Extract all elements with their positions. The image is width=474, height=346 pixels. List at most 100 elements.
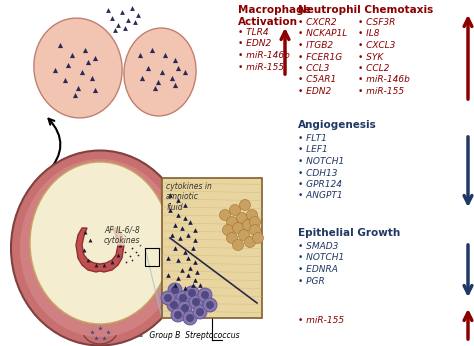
Point bbox=[112, 232, 120, 238]
Bar bbox=[145, 248, 159, 266]
Circle shape bbox=[206, 301, 214, 309]
Point bbox=[171, 57, 179, 63]
Text: AF IL-6/-8
cytokines: AF IL-6/-8 cytokines bbox=[104, 225, 140, 245]
Point bbox=[108, 259, 116, 265]
Circle shape bbox=[245, 237, 255, 247]
Text: Epithelial Growth: Epithelial Growth bbox=[298, 228, 400, 238]
Point bbox=[56, 42, 64, 48]
Circle shape bbox=[239, 200, 250, 210]
Point bbox=[171, 222, 179, 228]
Text: • PGR: • PGR bbox=[298, 276, 325, 285]
Circle shape bbox=[168, 283, 182, 297]
Point bbox=[178, 267, 186, 273]
Text: • GPR124: • GPR124 bbox=[298, 180, 342, 189]
Circle shape bbox=[227, 233, 237, 244]
Circle shape bbox=[176, 291, 190, 305]
Point bbox=[171, 82, 179, 88]
Point bbox=[74, 85, 82, 91]
Point bbox=[81, 47, 89, 53]
Text: • ANGPT1: • ANGPT1 bbox=[298, 191, 343, 200]
Point bbox=[196, 282, 204, 288]
Ellipse shape bbox=[11, 151, 189, 346]
Point bbox=[122, 259, 130, 265]
Text: • IL8: • IL8 bbox=[358, 29, 380, 38]
Point bbox=[174, 275, 182, 281]
Text: cytokines in
amniotic
fluid: cytokines in amniotic fluid bbox=[166, 182, 212, 212]
Text: • CXCR2: • CXCR2 bbox=[298, 18, 337, 27]
Text: • NCKAP1L: • NCKAP1L bbox=[298, 29, 347, 38]
Point bbox=[181, 69, 189, 75]
Circle shape bbox=[227, 217, 237, 228]
Point bbox=[118, 242, 126, 248]
Point bbox=[154, 79, 162, 85]
Point bbox=[92, 335, 100, 341]
Point bbox=[114, 237, 122, 243]
Point bbox=[131, 19, 139, 25]
Text: • FLT1: • FLT1 bbox=[298, 134, 327, 143]
Point bbox=[176, 235, 184, 241]
Point bbox=[91, 87, 99, 93]
Circle shape bbox=[249, 217, 261, 228]
Point bbox=[116, 242, 124, 248]
Text: Macrophage
Activation: Macrophage Activation bbox=[238, 5, 311, 27]
Text: • EDNRA: • EDNRA bbox=[298, 265, 338, 274]
Point bbox=[80, 247, 88, 253]
Circle shape bbox=[196, 308, 204, 316]
PathPatch shape bbox=[76, 228, 124, 272]
Text: • miR-146b: • miR-146b bbox=[238, 51, 290, 60]
Circle shape bbox=[222, 225, 234, 236]
Text: • EDN2: • EDN2 bbox=[238, 39, 271, 48]
Text: • TLR4: • TLR4 bbox=[238, 28, 269, 37]
Circle shape bbox=[171, 286, 179, 294]
Point bbox=[96, 325, 104, 331]
Point bbox=[189, 282, 197, 288]
Text: • C5AR1: • C5AR1 bbox=[298, 75, 336, 84]
Text: • CCL3: • CCL3 bbox=[298, 64, 329, 73]
Circle shape bbox=[174, 311, 182, 319]
Point bbox=[186, 265, 194, 271]
Point bbox=[128, 5, 136, 11]
Point bbox=[151, 85, 159, 91]
Ellipse shape bbox=[82, 316, 118, 344]
Point bbox=[86, 237, 94, 243]
Circle shape bbox=[253, 233, 264, 244]
Point bbox=[193, 269, 201, 275]
Text: Angiogenesis: Angiogenesis bbox=[298, 120, 377, 130]
Point bbox=[88, 75, 96, 81]
Text: • CDH13: • CDH13 bbox=[298, 169, 337, 177]
Point bbox=[61, 77, 69, 83]
Circle shape bbox=[229, 204, 240, 216]
Circle shape bbox=[193, 305, 207, 319]
Point bbox=[124, 239, 132, 245]
Ellipse shape bbox=[34, 18, 122, 118]
Point bbox=[171, 282, 179, 288]
Circle shape bbox=[203, 298, 217, 312]
Point bbox=[166, 192, 174, 198]
Point bbox=[92, 262, 100, 268]
Circle shape bbox=[249, 225, 261, 236]
Point bbox=[104, 7, 112, 13]
Circle shape bbox=[183, 311, 197, 325]
Point bbox=[100, 262, 108, 268]
Point bbox=[88, 329, 96, 335]
Circle shape bbox=[161, 291, 175, 305]
Point bbox=[191, 237, 199, 243]
Text: • miR-155: • miR-155 bbox=[298, 316, 344, 325]
Point bbox=[111, 27, 119, 33]
Text: • CXCL3: • CXCL3 bbox=[358, 41, 395, 50]
Point bbox=[128, 257, 136, 263]
Circle shape bbox=[186, 314, 194, 322]
Point bbox=[84, 257, 92, 263]
Text: Neutrophil Chemotaxis: Neutrophil Chemotaxis bbox=[298, 5, 433, 15]
Point bbox=[178, 225, 186, 231]
Point bbox=[181, 215, 189, 221]
Text: • miR-155: • miR-155 bbox=[358, 87, 404, 96]
Point bbox=[186, 219, 194, 225]
Text: • ITGB2: • ITGB2 bbox=[298, 41, 333, 50]
Point bbox=[120, 232, 128, 238]
Point bbox=[134, 12, 142, 18]
Point bbox=[114, 252, 122, 258]
Point bbox=[174, 212, 182, 218]
Point bbox=[174, 197, 182, 203]
Text: Group B  Streptococcus: Group B Streptococcus bbox=[147, 331, 240, 340]
